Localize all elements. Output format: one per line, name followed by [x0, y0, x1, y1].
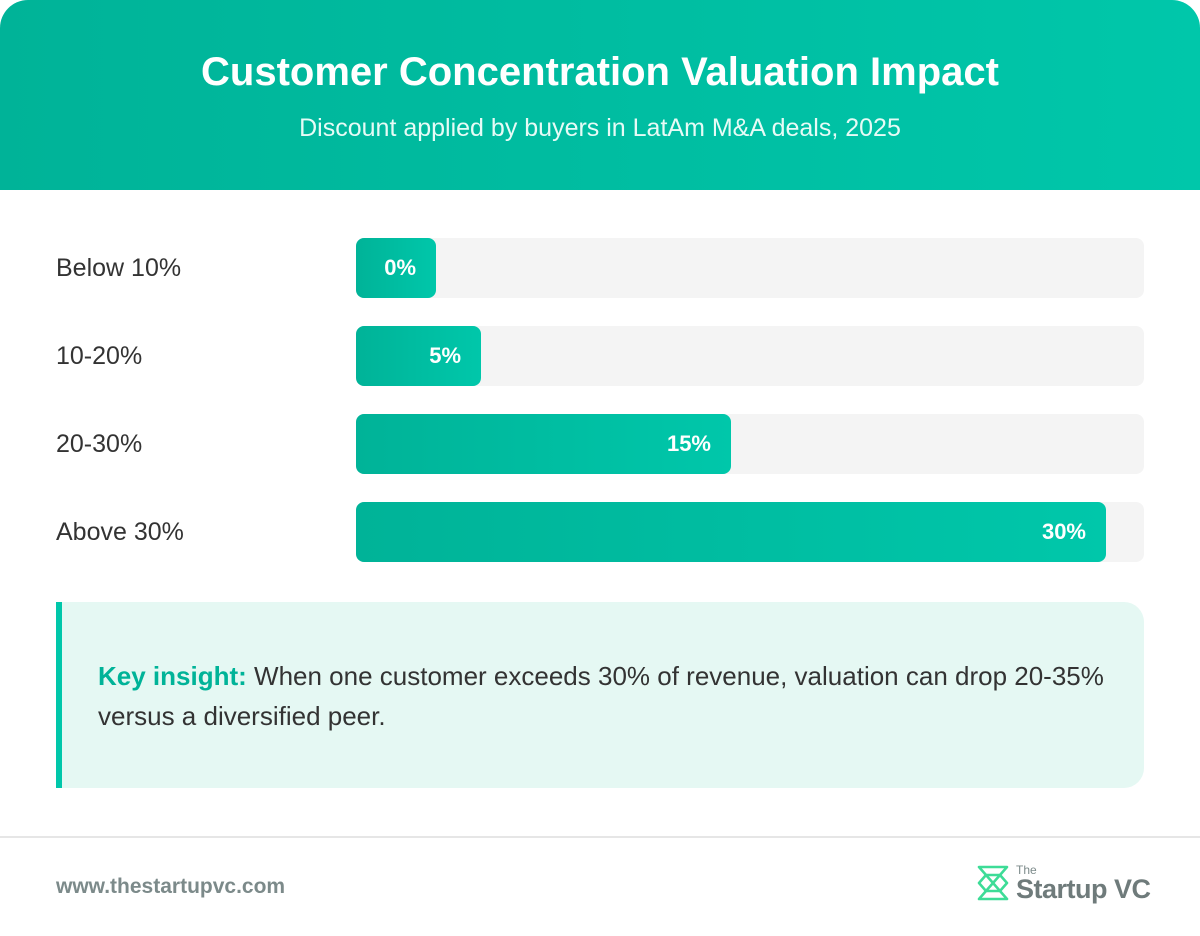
bar: 30%	[356, 502, 1106, 562]
chart-row: 10-20% 5%	[0, 326, 1200, 386]
category-label: 20-30%	[56, 430, 143, 458]
category-label: 10-20%	[56, 342, 143, 370]
page-subtitle: Discount applied by buyers in LatAm M&A …	[299, 114, 901, 142]
insight-text: Key insight: When one customer exceeds 3…	[98, 656, 1118, 736]
startupvc-logo-icon	[977, 865, 1009, 901]
bar-chart: Below 10% 0% 10-20% 5% 20-30% 15% Above 30% 30%	[0, 190, 1200, 590]
chart-row: 20-30% 15%	[0, 414, 1200, 474]
insight-body: When one customer exceeds 30% of revenue…	[98, 661, 1104, 731]
bar-value-label: 30%	[1041, 519, 1086, 544]
header-banner: Customer Concentration Valuation Impact …	[0, 0, 1200, 190]
logo-small-text: The	[1016, 863, 1037, 877]
category-label: Below 10%	[56, 254, 182, 282]
insight-box: Key insight: When one customer exceeds 3…	[56, 602, 1144, 788]
bar-track: 5%	[356, 326, 1144, 386]
bar: 5%	[356, 326, 481, 386]
bar: 15%	[356, 414, 731, 474]
insight-accent-bar	[56, 602, 62, 788]
bar-value-label: 5%	[429, 343, 461, 368]
logo-name-text: Startup VC	[1016, 874, 1151, 904]
footer-url-link[interactable]: www.thestartupvc.com	[56, 875, 286, 898]
chart-row: Below 10% 0%	[0, 238, 1200, 298]
bar-value-label: 15%	[666, 431, 711, 456]
category-label: Above 30%	[56, 518, 184, 546]
chart-row: Above 30% 30%	[0, 502, 1200, 562]
insight-label: Key insight:	[98, 661, 247, 691]
page-title: Customer Concentration Valuation Impact	[201, 50, 999, 94]
bar: 0%	[356, 238, 436, 298]
brand-logo: The Startup VC	[974, 862, 1154, 906]
bar-track: 15%	[356, 414, 1144, 474]
footer-divider	[0, 836, 1200, 838]
bar-track: 30%	[356, 502, 1144, 562]
bar-value-label: 0%	[384, 255, 416, 280]
bar-track: 0%	[356, 238, 1144, 298]
